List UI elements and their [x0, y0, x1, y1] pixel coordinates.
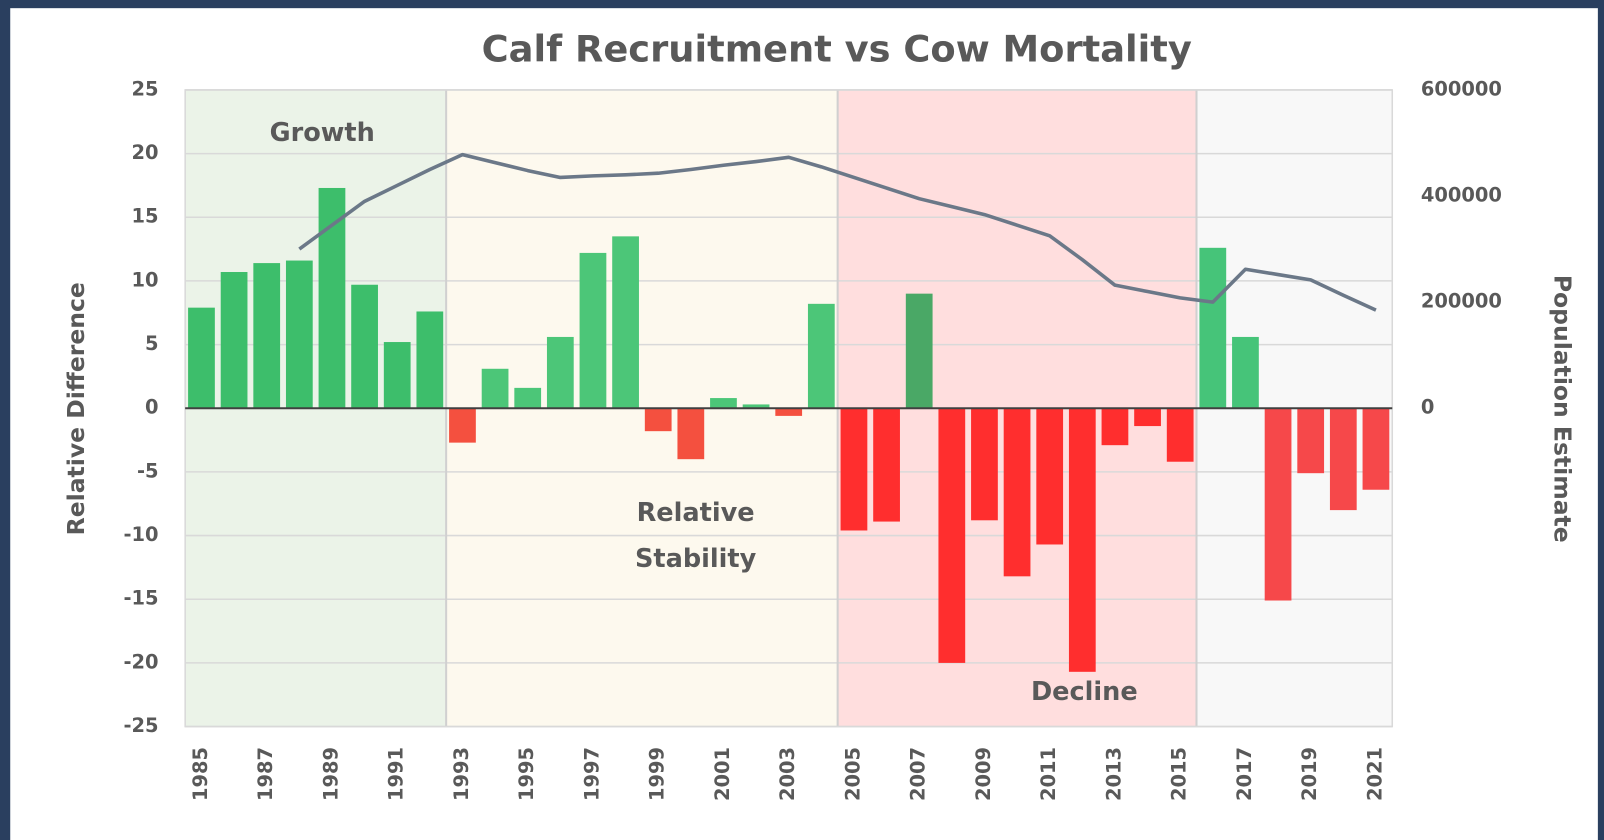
bar	[677, 408, 705, 460]
chart-title: Calf Recruitment vs Cow Mortality	[482, 28, 1192, 71]
x-tick-label: 2007	[907, 747, 930, 801]
bar	[220, 272, 248, 409]
bar	[840, 408, 868, 531]
y-tick-label: 0	[145, 396, 159, 419]
x-tick-label: 2009	[972, 747, 995, 801]
bar	[1003, 408, 1031, 577]
bar	[971, 408, 998, 521]
region-label: Growth	[270, 118, 375, 148]
x-tick-label: 1997	[580, 747, 603, 801]
x-tick-label: 2011	[1037, 747, 1060, 801]
y2-tick-label: 400000	[1421, 184, 1502, 207]
bar	[1297, 408, 1325, 474]
y-tick-label: -10	[123, 523, 158, 546]
bar	[546, 336, 574, 409]
bar	[1329, 408, 1357, 511]
x-tick-label: 1987	[254, 747, 277, 801]
y-tick-label: 15	[132, 205, 159, 228]
bar	[285, 260, 313, 409]
x-tick-label: 1989	[319, 747, 342, 801]
y2-tick-label: 0	[1421, 396, 1435, 419]
x-tick-label: 2017	[1233, 747, 1256, 801]
bar	[1134, 408, 1161, 427]
bar	[579, 252, 607, 409]
bar	[514, 387, 542, 409]
x-tick-label: 2013	[1102, 747, 1125, 801]
bar	[383, 342, 411, 409]
bar	[905, 293, 933, 409]
bar	[775, 408, 803, 416]
bar	[351, 284, 378, 409]
x-tick-label: 2019	[1298, 747, 1321, 801]
x-tick-label: 1999	[646, 747, 669, 801]
y-tick-label: -15	[123, 587, 158, 610]
bar	[1101, 408, 1129, 446]
bar	[1036, 408, 1064, 545]
bar	[873, 408, 900, 522]
x-tick-label: 2003	[776, 747, 799, 801]
x-tick-label: 2001	[711, 747, 734, 801]
bar	[938, 408, 966, 663]
bar	[416, 311, 444, 409]
y-tick-label: -20	[123, 650, 158, 673]
bar	[742, 404, 770, 409]
bar	[1199, 247, 1227, 409]
y-tick-label: 5	[145, 332, 159, 355]
bar	[481, 368, 509, 409]
bar	[318, 187, 346, 409]
y-tick-label: -5	[137, 459, 159, 482]
x-tick-label: 2021	[1363, 747, 1386, 801]
x-tick-label: 1985	[189, 747, 212, 801]
bar	[612, 236, 639, 409]
y2-axis-title: Population Estimate	[1549, 275, 1577, 543]
x-tick-label: 2005	[841, 747, 864, 801]
y2-tick-label: 600000	[1421, 77, 1502, 100]
bar	[807, 303, 835, 409]
x-tick-label: 1995	[515, 747, 538, 801]
region-label: Decline	[1031, 677, 1138, 707]
bar	[1264, 408, 1292, 601]
bar	[188, 307, 215, 409]
y-axis-title: Relative Difference	[62, 282, 90, 535]
bar	[449, 408, 476, 443]
bar	[1166, 408, 1194, 462]
y-tick-label: 10	[132, 268, 159, 291]
x-tick-label: 2015	[1168, 747, 1191, 801]
bar	[1362, 408, 1390, 490]
region-label: Relative	[637, 498, 755, 528]
y-tick-label: -25	[123, 714, 158, 737]
bar	[253, 263, 281, 409]
x-tick-label: 1991	[385, 747, 408, 801]
region-label: Stability	[635, 544, 757, 574]
line-series	[298, 152, 1377, 312]
bar	[1068, 408, 1096, 672]
x-tick-label: 1993	[450, 747, 473, 801]
bar	[1232, 336, 1259, 409]
bar	[710, 398, 737, 409]
bar	[644, 408, 672, 432]
y-tick-label: 25	[132, 77, 159, 100]
y-tick-label: 20	[132, 141, 159, 164]
y2-tick-label: 200000	[1421, 290, 1502, 313]
